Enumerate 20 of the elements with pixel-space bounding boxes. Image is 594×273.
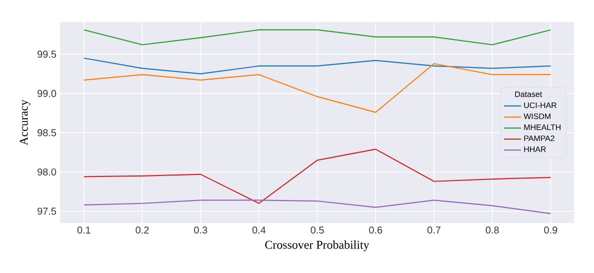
y-tick-label: 99.0 bbox=[38, 90, 56, 97]
line-series bbox=[83, 58, 552, 74]
line-series bbox=[83, 200, 552, 214]
x-tick-label: 0.2 bbox=[136, 226, 149, 234]
line-series bbox=[83, 148, 552, 204]
line-series bbox=[83, 29, 552, 46]
y-tick-label: 99.5 bbox=[38, 50, 56, 58]
x-tick-label: 0.3 bbox=[194, 226, 208, 234]
y-tick-label: 98.0 bbox=[38, 168, 56, 176]
x-tick-label: 0.7 bbox=[427, 226, 440, 234]
x-tick-label: 0.9 bbox=[544, 226, 558, 234]
x-tick-label: 0.4 bbox=[252, 226, 266, 234]
x-tick-label: 0.1 bbox=[77, 226, 90, 234]
x-tick-label: 0.6 bbox=[369, 226, 382, 234]
x-tick-label: 0.5 bbox=[310, 226, 324, 234]
y-axis-title: Accuracy bbox=[20, 100, 30, 146]
x-axis-title: Crossover Probability bbox=[265, 240, 370, 252]
y-tick-label: 97.5 bbox=[38, 208, 56, 215]
y-tick-label: 98.5 bbox=[38, 129, 56, 136]
x-tick-label: 0.8 bbox=[486, 226, 499, 234]
